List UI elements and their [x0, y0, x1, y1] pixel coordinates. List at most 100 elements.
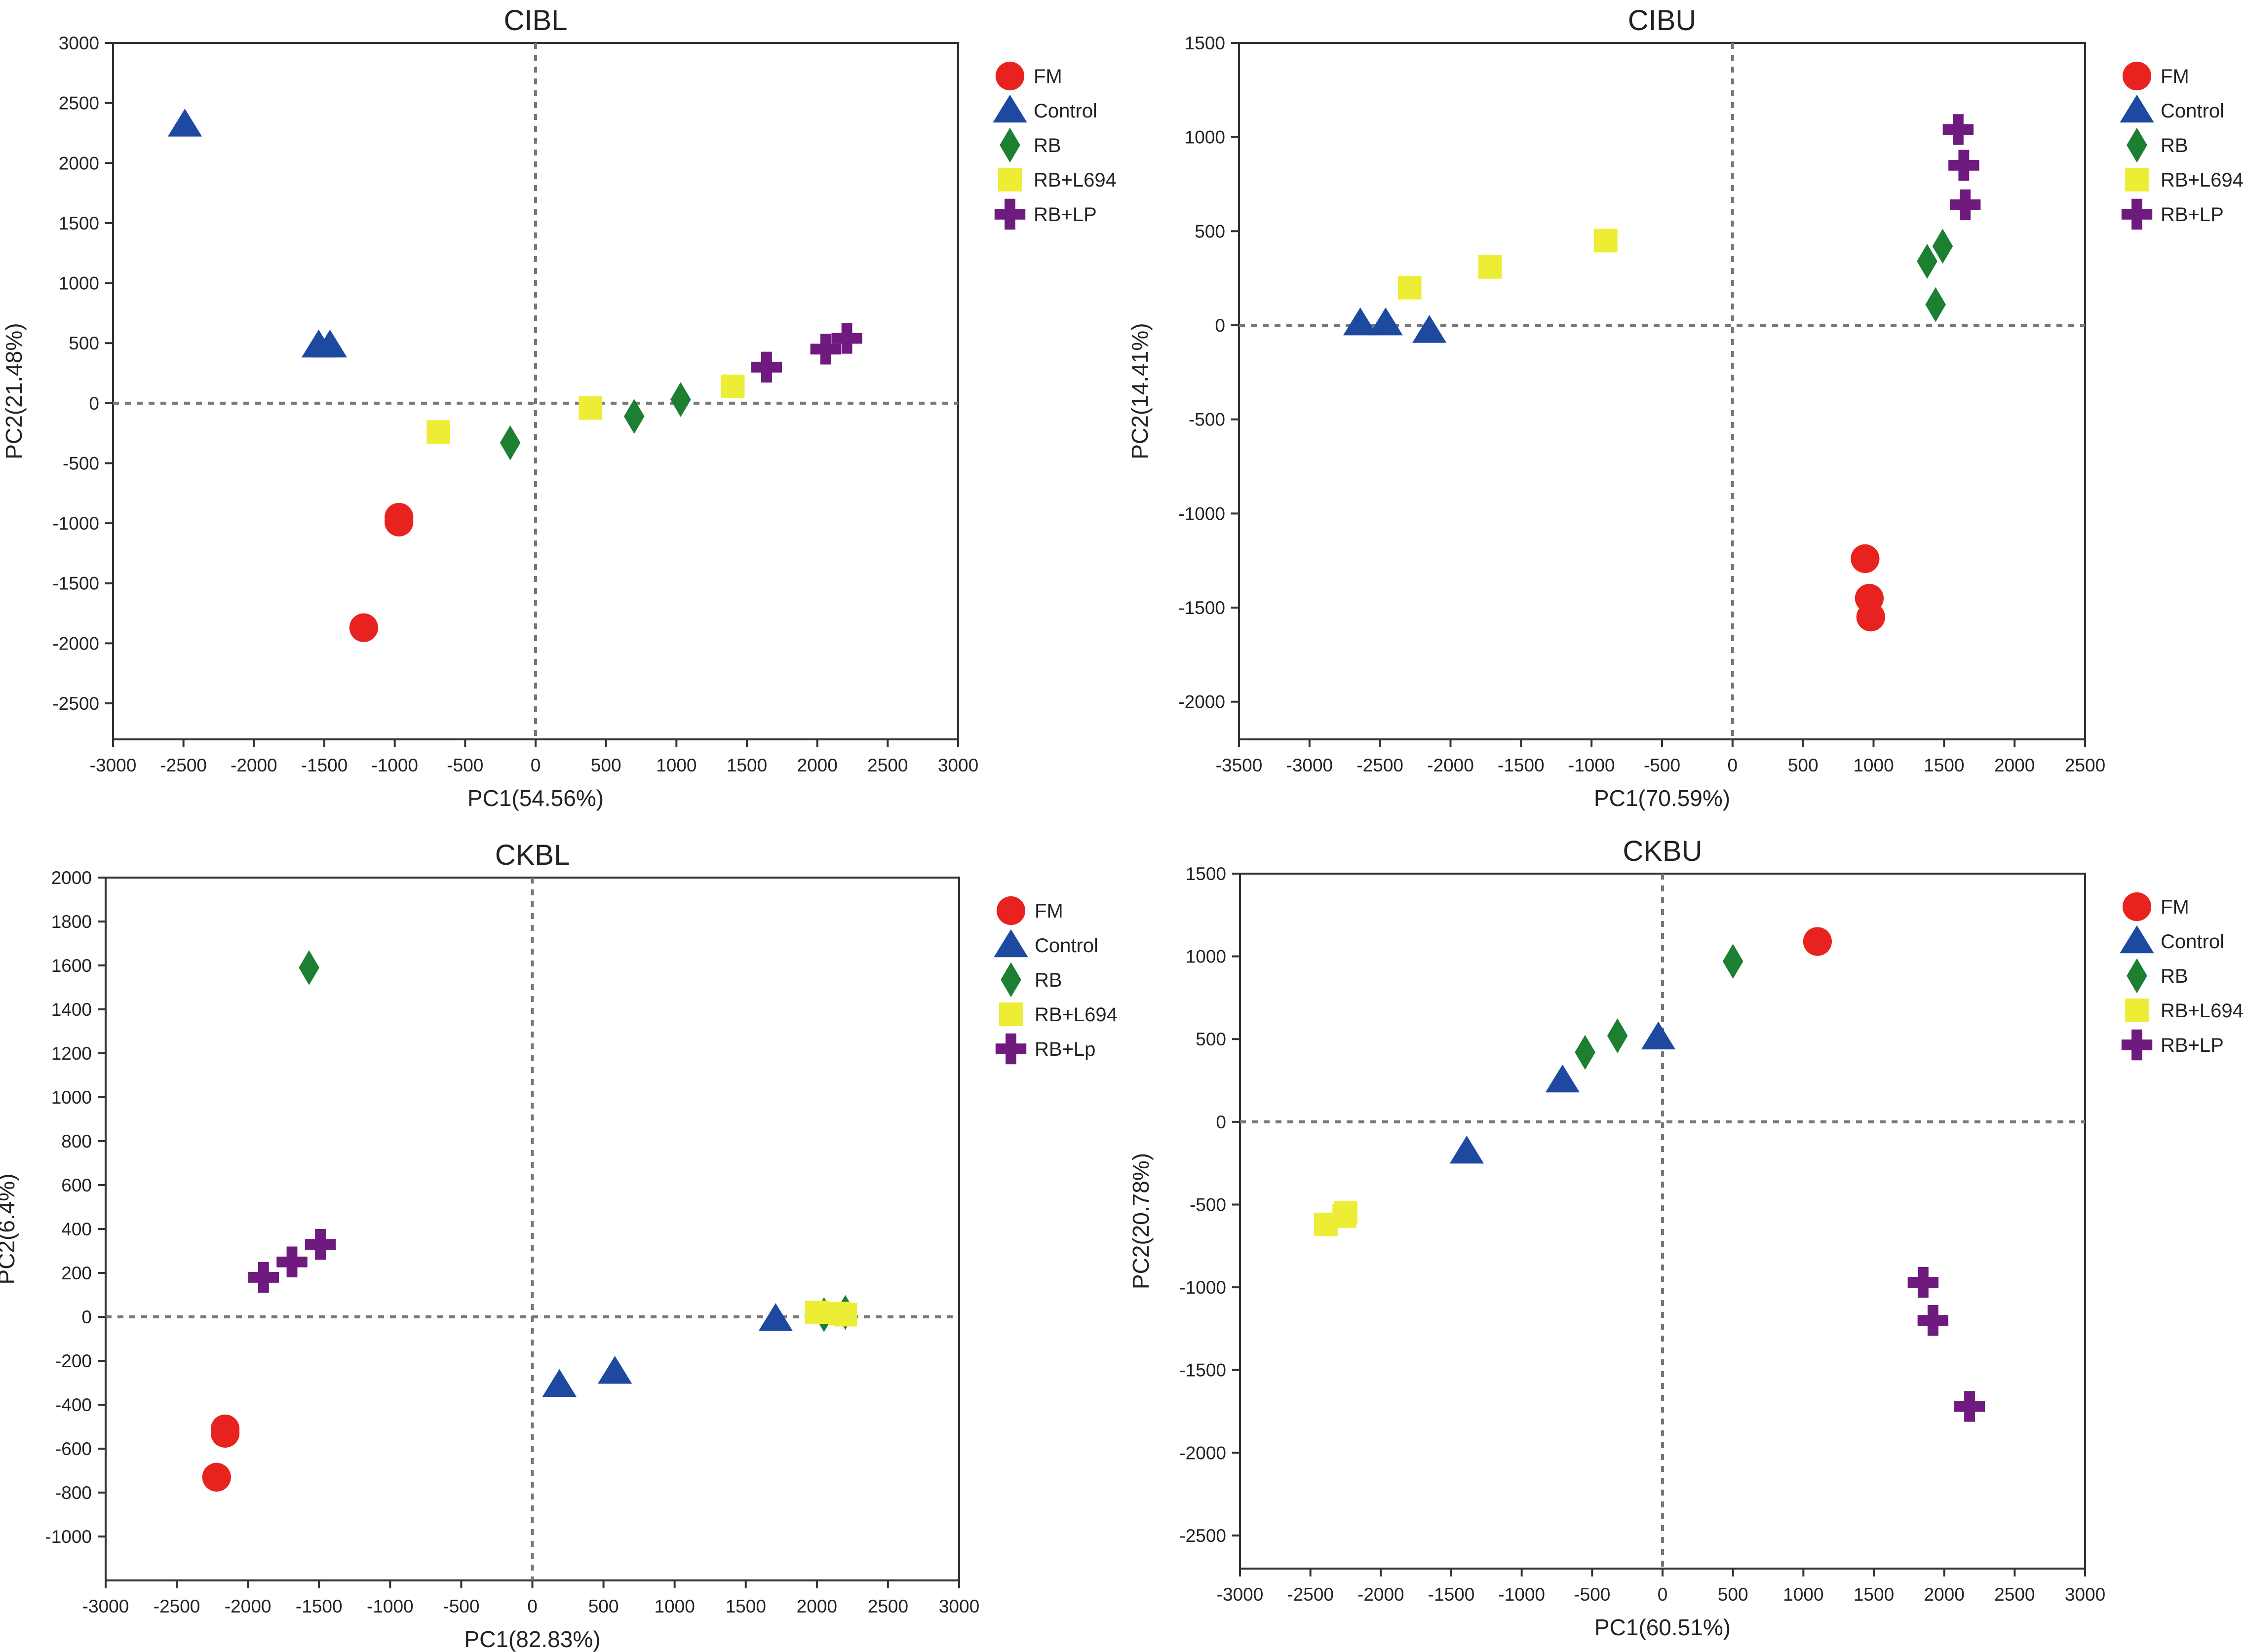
legend-marker-rb-lp — [994, 198, 1026, 230]
x-tick-label: 0 — [531, 755, 541, 775]
legend-label-fm: FM — [1034, 66, 1062, 87]
data-point-control — [1545, 1064, 1580, 1093]
y-tick-label: -400 — [55, 1395, 92, 1415]
legend-label-rb-l694: RB+L694 — [2161, 1000, 2244, 1022]
data-point-fm — [349, 613, 379, 642]
x-tick-label: -2000 — [225, 1596, 271, 1616]
series-fm — [1803, 927, 1832, 956]
x-tick-label: -2500 — [160, 755, 207, 775]
plot-frame — [1238, 42, 2086, 740]
y-axis-label: PC2(21.48%) — [1, 323, 27, 459]
y-tick-label: 2000 — [59, 153, 99, 173]
x-tick-label: 3000 — [938, 755, 978, 775]
legend-marker-rb-lp — [2121, 198, 2153, 230]
series-rb-l694 — [1397, 229, 1618, 300]
y-tick-label: -2500 — [1179, 1526, 1226, 1546]
data-point-rb-l694 — [1478, 255, 1502, 279]
y-tick-label: 1200 — [51, 1043, 92, 1064]
data-point-rb-l694 — [805, 1301, 829, 1325]
x-tick-label: 1000 — [1783, 1584, 1823, 1605]
series-control — [1449, 1021, 1676, 1164]
y-tick-label: 2500 — [59, 93, 99, 114]
chart-ckbu: CKBU -3000 -2500 -2000 -1500 -1000 -500 0 500 100… — [1128, 835, 2244, 1640]
data-point-rb-l694 — [1593, 229, 1618, 253]
data-point-control — [167, 109, 202, 137]
data-point-rb-lp — [751, 351, 782, 383]
legend-marker-rb-l694 — [999, 1002, 1023, 1026]
x-tick-label: -3000 — [82, 1596, 129, 1616]
y-tick-label: 1000 — [1186, 947, 1226, 967]
y-tick-label: -2000 — [52, 633, 99, 653]
y-axis-label: PC2(20.78%) — [1128, 1153, 1154, 1289]
legend-marker-fm — [995, 61, 1025, 91]
x-tick-label: 1500 — [1854, 1584, 1894, 1605]
x-tick-label: 1500 — [727, 755, 767, 775]
legend: FM Control RB RB+L694 RB+LP — [2120, 892, 2244, 1061]
y-tick-label: 1500 — [1186, 864, 1226, 884]
x-tick-label: -2000 — [1427, 755, 1474, 775]
y-tick-label: 400 — [61, 1219, 92, 1239]
x-tick-label: -3000 — [1217, 1584, 1264, 1605]
chart-cibl: CIBL -3000 -2500 -2000 -1500 -1000 -500 0 500 100… — [1, 4, 1117, 811]
data-point-control — [1641, 1021, 1676, 1050]
y-tick-label: 1000 — [1185, 127, 1225, 148]
data-point-rb-l694 — [828, 1302, 852, 1326]
x-tick-label: 3000 — [939, 1596, 979, 1616]
x-tick-label: 3000 — [2065, 1584, 2105, 1605]
data-point-control — [1412, 315, 1447, 343]
x-tick-label: 2000 — [1994, 755, 2035, 775]
x-tick-label: 0 — [527, 1596, 538, 1616]
series-control — [167, 109, 348, 358]
x-tick-label: -2500 — [1287, 1584, 1334, 1605]
legend-label-rb: RB — [1035, 969, 1062, 991]
legend-label-rb-lp: RB+LP — [2161, 1035, 2224, 1056]
x-tick-label: 2500 — [2065, 755, 2105, 775]
legend-label-rb: RB — [1034, 135, 1061, 156]
data-point-fm — [1856, 603, 1885, 632]
x-tick-label: 500 — [1788, 755, 1819, 775]
y-tick-label: 1800 — [51, 912, 92, 932]
data-point-rb-l694 — [426, 420, 451, 444]
data-point-rb-lp — [831, 323, 862, 354]
x-tick-label: -3000 — [90, 755, 137, 775]
series-control — [1343, 307, 1447, 343]
y-tick-label: -500 — [1190, 1194, 1226, 1215]
legend-label-fm: FM — [2161, 896, 2189, 918]
series-rb — [299, 950, 856, 1332]
x-tick-label: -500 — [447, 755, 483, 775]
x-tick-label: 1500 — [726, 1596, 766, 1616]
data-point-rb-lp — [1907, 1267, 1939, 1298]
y-tick-label: -800 — [55, 1483, 92, 1503]
legend-label-rb-lp: RB+LP — [1034, 204, 1097, 226]
y-tick-label: 200 — [61, 1263, 92, 1283]
x-tick-label: -3500 — [1216, 755, 1263, 775]
x-tick-label: 2500 — [868, 1596, 908, 1616]
series-rb-l694 — [805, 1301, 857, 1327]
x-tick-label: 2500 — [867, 755, 908, 775]
chart-title-cibl: CIBL — [504, 4, 568, 37]
x-tick-label: 1000 — [656, 755, 697, 775]
legend-marker-rb-l694 — [998, 168, 1022, 192]
data-point-rb-l694 — [1397, 275, 1422, 300]
chart-ckbl: CKBL-3000 -2500 -2000 -1500 -1000 -500 0 500 100… — [0, 839, 1118, 1652]
y-tick-label: -1500 — [52, 574, 99, 594]
x-axis-label: PC1(82.83%) — [464, 1626, 600, 1652]
y-axis-label: PC2(14.41%) — [1127, 323, 1153, 459]
data-point-rb — [500, 425, 521, 461]
x-tick-label: 0 — [1658, 1584, 1668, 1605]
y-tick-label: 0 — [1216, 1112, 1226, 1132]
data-point-rb — [623, 399, 645, 434]
x-tick-label: -2500 — [154, 1596, 200, 1616]
x-tick-label: -1500 — [296, 1596, 343, 1616]
x-tick-label: 2000 — [1924, 1584, 1965, 1605]
data-point-fm — [385, 507, 414, 537]
x-tick-label: 2000 — [797, 755, 838, 775]
data-point-rb-lp — [305, 1229, 336, 1260]
x-tick-label: -1000 — [1568, 755, 1615, 775]
legend-marker-fm — [996, 896, 1026, 925]
data-point-control — [1343, 307, 1378, 336]
x-tick-label: -500 — [443, 1596, 479, 1616]
legend: FM Control RB RB+L694 RB+Lp — [994, 896, 1118, 1065]
data-point-rb — [1575, 1035, 1595, 1070]
y-tick-label: -1000 — [45, 1527, 92, 1547]
